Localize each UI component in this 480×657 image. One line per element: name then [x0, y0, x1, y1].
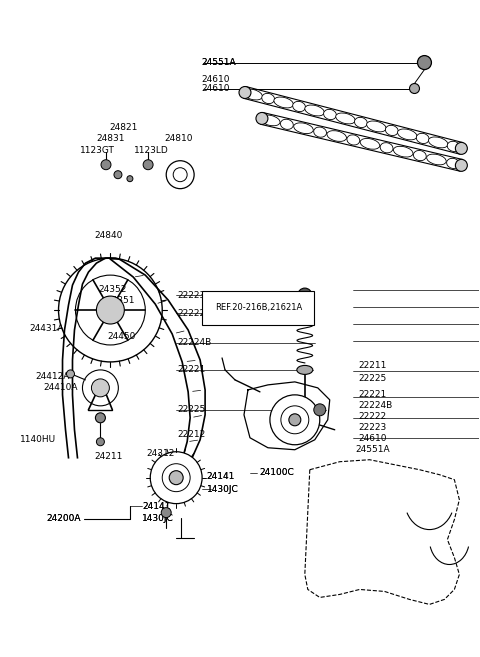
- Text: REF.20-216B,21621A: REF.20-216B,21621A: [215, 303, 302, 312]
- Ellipse shape: [293, 101, 305, 112]
- Text: 22221: 22221: [178, 365, 206, 374]
- Circle shape: [101, 160, 111, 170]
- Circle shape: [114, 171, 122, 179]
- Circle shape: [166, 161, 194, 189]
- Ellipse shape: [413, 150, 426, 161]
- Ellipse shape: [324, 109, 336, 120]
- Text: 22221: 22221: [359, 390, 387, 399]
- Circle shape: [418, 56, 432, 70]
- Circle shape: [298, 288, 312, 302]
- Text: 24551A: 24551A: [202, 58, 236, 67]
- Circle shape: [409, 83, 420, 93]
- Circle shape: [96, 438, 104, 445]
- Text: 1123GT: 1123GT: [80, 146, 115, 154]
- Ellipse shape: [274, 97, 293, 108]
- Ellipse shape: [336, 113, 355, 124]
- Text: 22225: 22225: [359, 374, 387, 384]
- Text: 1140HU: 1140HU: [20, 436, 56, 444]
- Text: 24450: 24450: [107, 332, 135, 341]
- Ellipse shape: [294, 123, 313, 133]
- Circle shape: [150, 452, 202, 504]
- Ellipse shape: [297, 309, 313, 317]
- Ellipse shape: [280, 119, 293, 129]
- Ellipse shape: [355, 118, 367, 127]
- Text: 22223: 22223: [178, 290, 206, 300]
- Text: 24141: 24141: [206, 472, 235, 481]
- Ellipse shape: [456, 160, 468, 171]
- Text: 24610: 24610: [202, 75, 230, 84]
- Ellipse shape: [297, 365, 313, 374]
- Circle shape: [83, 370, 119, 406]
- Circle shape: [96, 413, 106, 423]
- Ellipse shape: [385, 125, 398, 135]
- Circle shape: [91, 379, 109, 397]
- Text: 22224B: 22224B: [178, 338, 212, 348]
- Text: 24351: 24351: [106, 296, 134, 306]
- Text: 22225: 22225: [178, 405, 206, 415]
- Ellipse shape: [456, 143, 468, 154]
- Text: 24410A: 24410A: [44, 383, 78, 392]
- Text: 24100C: 24100C: [259, 468, 294, 477]
- Text: 24610: 24610: [202, 84, 230, 93]
- Text: 1430JC: 1430JC: [142, 514, 174, 523]
- Text: 24141: 24141: [206, 472, 235, 481]
- Ellipse shape: [256, 112, 268, 124]
- Circle shape: [127, 175, 133, 182]
- Text: 24831: 24831: [96, 134, 125, 143]
- Text: 24840: 24840: [94, 231, 122, 240]
- Text: 24821: 24821: [110, 123, 138, 131]
- Circle shape: [270, 395, 320, 445]
- Text: 24211: 24211: [94, 452, 122, 461]
- Text: 1430JC: 1430JC: [206, 485, 238, 493]
- Text: 24141: 24141: [142, 502, 170, 510]
- Circle shape: [161, 508, 171, 518]
- Text: 1123LD: 1123LD: [134, 146, 168, 154]
- Text: 24352: 24352: [99, 284, 127, 294]
- Ellipse shape: [305, 105, 324, 116]
- Circle shape: [67, 370, 74, 378]
- Ellipse shape: [447, 141, 460, 152]
- Text: 22224B: 22224B: [359, 401, 393, 410]
- Ellipse shape: [239, 87, 251, 99]
- Text: 22222: 22222: [178, 309, 206, 317]
- Circle shape: [59, 258, 162, 362]
- Text: 24610: 24610: [359, 434, 387, 443]
- Ellipse shape: [380, 143, 393, 153]
- Text: 22223: 22223: [359, 423, 387, 432]
- Text: 24312: 24312: [147, 449, 175, 457]
- Text: 24200A: 24200A: [46, 514, 81, 523]
- Text: 24200A: 24200A: [46, 514, 81, 523]
- Circle shape: [143, 160, 153, 170]
- Ellipse shape: [314, 127, 326, 137]
- Text: 24141: 24141: [142, 502, 170, 510]
- Ellipse shape: [327, 131, 347, 141]
- Text: 24100C: 24100C: [259, 468, 294, 477]
- Ellipse shape: [367, 121, 386, 132]
- Circle shape: [169, 470, 183, 485]
- Ellipse shape: [446, 158, 459, 168]
- Text: 24551A: 24551A: [355, 445, 389, 454]
- Ellipse shape: [397, 129, 417, 140]
- Text: 1430JC: 1430JC: [142, 514, 174, 523]
- Ellipse shape: [360, 139, 380, 149]
- Ellipse shape: [427, 154, 446, 165]
- Text: 24551A: 24551A: [202, 58, 236, 68]
- Circle shape: [314, 404, 326, 416]
- Ellipse shape: [243, 89, 263, 100]
- Text: 22222: 22222: [359, 412, 387, 421]
- Circle shape: [96, 296, 124, 324]
- Text: 1430JC: 1430JC: [206, 485, 238, 493]
- Text: 24810: 24810: [164, 134, 193, 143]
- Ellipse shape: [261, 115, 280, 125]
- Circle shape: [289, 414, 301, 426]
- Ellipse shape: [429, 137, 448, 148]
- Text: 24431A: 24431A: [29, 324, 64, 333]
- Ellipse shape: [394, 147, 413, 157]
- Text: 22212: 22212: [178, 430, 206, 440]
- Text: 24412A: 24412A: [35, 372, 70, 381]
- Text: 22211: 22211: [359, 361, 387, 370]
- Ellipse shape: [262, 93, 275, 104]
- Ellipse shape: [416, 133, 429, 143]
- Ellipse shape: [347, 135, 360, 145]
